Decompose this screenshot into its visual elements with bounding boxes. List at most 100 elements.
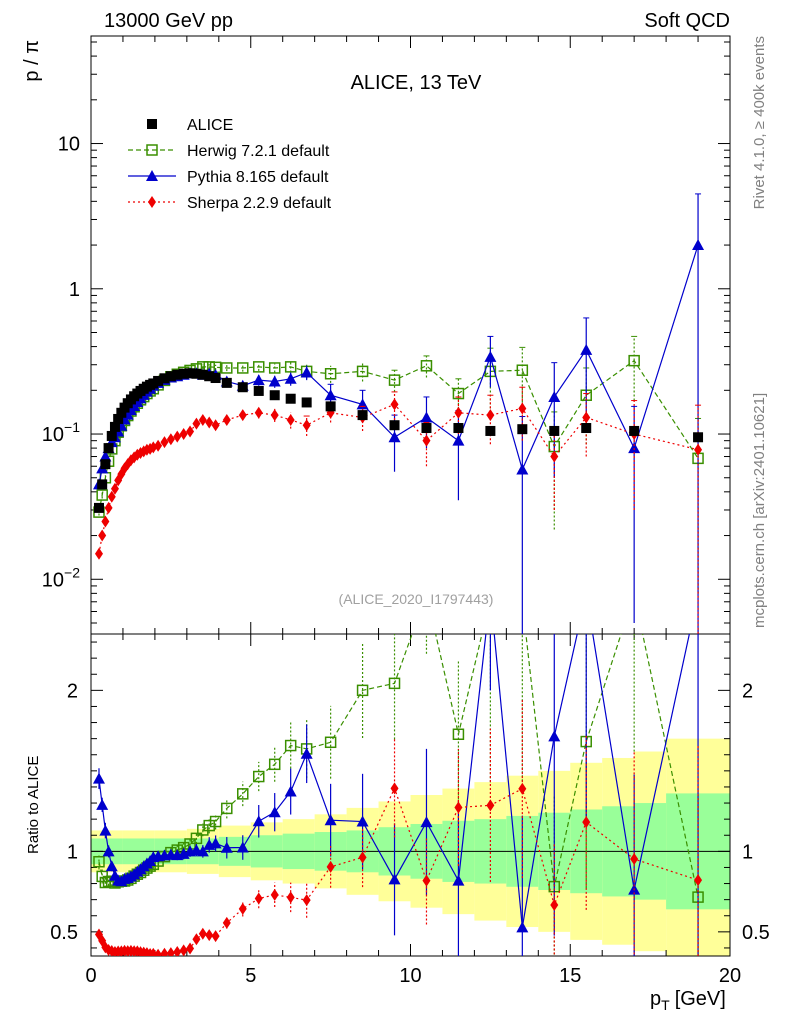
ratio-tick-label-left-1: 1	[67, 841, 78, 863]
herwig-ratio-point-27	[209, 815, 222, 828]
sherpa-ratio-point-27	[211, 930, 220, 943]
sherpa-main-point-19	[160, 436, 169, 449]
x-axis-title-unit: [GeV]	[675, 988, 726, 1010]
ratio-tick-label-right-0: 0.5	[742, 922, 770, 944]
pythia-ratio-point-35	[356, 815, 369, 827]
ratio-y-axis-title: Ratio to ALICE	[25, 756, 42, 854]
sherpa-main-point-37	[422, 434, 431, 447]
herwig-ratio-point-36	[388, 677, 401, 690]
sherpa-main-point-21	[173, 430, 182, 443]
herwig-ratio-point-30	[252, 770, 265, 783]
sherpa-main-point-4	[107, 490, 116, 503]
sherpa-main-point-33	[302, 419, 311, 432]
alice-point-34	[325, 401, 336, 412]
herwig-main-point-32	[284, 361, 297, 373]
alice-point-39	[485, 425, 496, 436]
herwig-main-point-28	[221, 362, 233, 374]
pythia-ratio-point-32	[284, 785, 297, 797]
sherpa-main-point-18	[154, 439, 163, 452]
sherpa-main-point-24	[192, 417, 201, 430]
legend-marker-alice	[147, 119, 157, 129]
pythia-main-point-31	[268, 375, 281, 387]
ratio-series	[92, 588, 704, 956]
pythia-main-point-42	[580, 343, 593, 355]
sherpa-ratio-point-18	[154, 948, 163, 956]
sherpa-main-point-39	[486, 409, 495, 422]
legend-label-alice: ALICE	[187, 117, 233, 134]
sherpa-main-point-0	[94, 547, 103, 560]
herwig-main-line	[98, 359, 699, 513]
legend-label-pythia: Pythia 8.165 default	[187, 169, 329, 186]
ratio-tick-label-right-1: 1	[742, 841, 753, 863]
sherpa-main-point-2	[101, 515, 110, 528]
alice-point-0	[93, 502, 104, 513]
pythia-ratio-point-38	[452, 874, 465, 886]
x-axis-title-main: p	[650, 988, 661, 1010]
alice-point-29	[237, 382, 248, 393]
side-label-top: Rivet 4.1.0, ≥ 400k events	[751, 36, 768, 209]
alice-point-38	[453, 423, 464, 434]
herwig-ratio-point-0	[93, 855, 105, 868]
sherpa-main-point-5	[110, 482, 119, 495]
legend-marker-pythia	[146, 170, 158, 181]
y-tick-label-2: 1	[69, 279, 80, 301]
sherpa-main-point-25	[198, 413, 207, 426]
alice-point-18	[153, 375, 164, 386]
alice-point-28	[221, 377, 232, 388]
pythia-ratio-point-42	[580, 588, 592, 599]
alice-point-4	[106, 430, 117, 441]
header-left: 13000 GeV pp	[104, 10, 233, 32]
herwig-main-point-38	[452, 387, 465, 400]
sherpa-ratio-point-35	[358, 851, 367, 864]
y-tick-label-0: 10−2	[42, 564, 80, 591]
legend: ALICE Herwig 7.2.1 default Pythia 8.165 …	[128, 117, 332, 212]
sherpa-main-point-36	[390, 398, 399, 411]
alice-point-44	[693, 432, 704, 443]
sherpa-ratio-line	[98, 786, 699, 956]
legend-label-sherpa: Sherpa 2.2.9 default	[187, 195, 332, 212]
sherpa-ratio-point-36	[390, 782, 399, 795]
pythia-ratio-point-41	[548, 730, 561, 742]
alice-point-30	[253, 385, 264, 396]
sherpa-main-point-30	[254, 406, 263, 419]
header-right: Soft QCD	[644, 10, 730, 32]
pythia-main-point-30	[252, 374, 265, 386]
pythia-ratio-point-0	[92, 772, 105, 784]
alice-point-6	[113, 413, 124, 424]
y-tick-label-1: 10−1	[42, 419, 80, 446]
analysis-id: (ALICE_2020_I1797443)	[339, 591, 494, 607]
sherpa-ratio-point-40	[518, 782, 527, 795]
herwig-ratio-point-24	[190, 832, 203, 845]
side-label-bottom: mcplots.cern.ch [arXiv:2401.10621]	[751, 393, 768, 628]
pythia-main-point-39	[484, 350, 497, 362]
x-tick-label-10: 10	[399, 965, 421, 987]
sherpa-ratio-point-24	[192, 933, 201, 946]
herwig-ratio-point-28	[221, 802, 233, 815]
sherpa-main-point-44	[694, 443, 703, 456]
pythia-main-point-33	[300, 366, 313, 378]
pythia-ratio-point-27	[209, 837, 222, 849]
pythia-main-point-2	[99, 450, 112, 462]
sherpa-main-point-42	[582, 411, 591, 424]
alice-point-25	[197, 369, 208, 380]
y-tick-exp-0: −2	[64, 564, 80, 580]
pythia-ratio-point-31	[268, 806, 281, 818]
herwig-ratio-point-34	[324, 736, 337, 749]
herwig-main-point-31	[268, 362, 281, 374]
pythia-ratio-point-1	[96, 798, 109, 810]
legend-marker-sherpa	[148, 196, 156, 208]
pythia-ratio-point-3	[102, 845, 115, 857]
alice-point-21	[172, 369, 183, 380]
sherpa-ratio-point-19	[160, 947, 169, 956]
x-axis-title: pT [GeV]	[650, 988, 726, 1013]
sherpa-main-point-23	[186, 425, 195, 438]
alice-point-36	[389, 420, 400, 431]
y-tick-label-3: 10	[58, 134, 80, 156]
herwig-ratio-point-26	[203, 819, 215, 832]
y-tick-base-1: 10	[42, 424, 64, 446]
sherpa-main-point-1	[98, 529, 107, 542]
x-tick-label-15: 15	[559, 965, 581, 987]
alice-point-7	[116, 407, 127, 418]
sherpa-ratio-point-34	[326, 860, 335, 873]
